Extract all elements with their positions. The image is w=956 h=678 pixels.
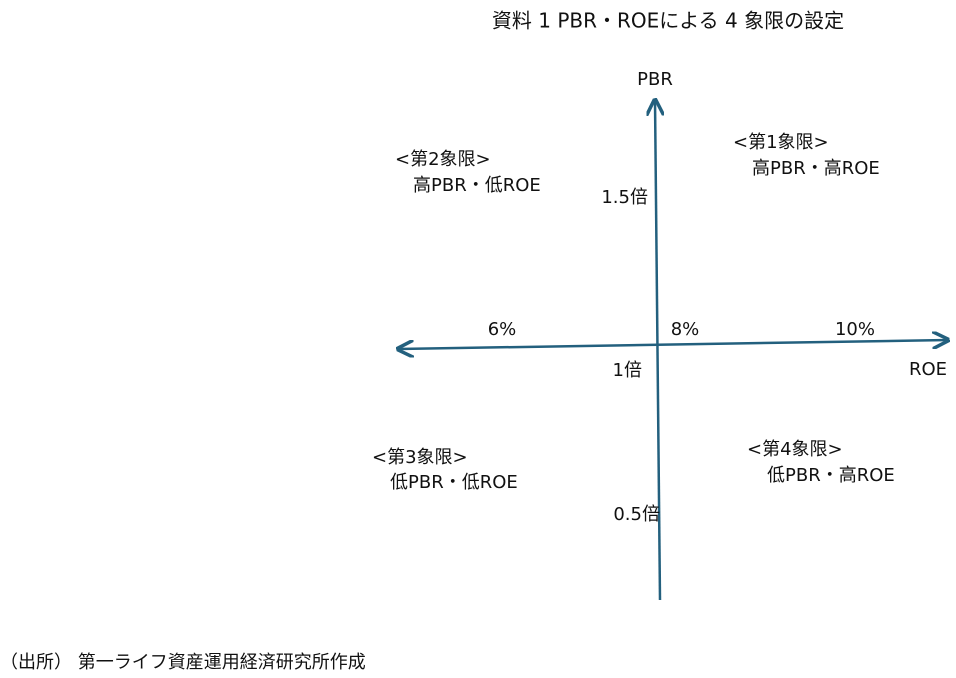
- quadrant-description: 低PBR・高ROE: [767, 465, 895, 486]
- y-tick-label: 1倍: [613, 360, 642, 381]
- quadrant-label: <第2象限>: [395, 149, 491, 170]
- y-axis-label: PBR: [637, 69, 673, 90]
- quadrant-label: <第3象限>: [372, 447, 468, 468]
- quadrant-description: 高PBR・高ROE: [752, 158, 880, 179]
- x-tick-label: 6%: [488, 319, 517, 340]
- title: 資料 1 PBR・ROEによる 4 象限の設定: [492, 9, 844, 33]
- y-tick-label: 1.5倍: [601, 187, 648, 208]
- y-axis: [655, 100, 660, 601]
- quadrant-description: 低PBR・低ROE: [390, 472, 518, 493]
- quadrant-label: <第4象限>: [747, 439, 843, 460]
- x-axis: [398, 340, 948, 349]
- source-note: （出所） 第一ライフ資産運用経済研究所作成: [0, 652, 366, 673]
- quadrant-description: 高PBR・低ROE: [413, 175, 541, 196]
- y-tick-label: 0.5倍: [613, 504, 660, 525]
- x-axis-label: ROE: [909, 359, 947, 380]
- quadrant-label: <第1象限>: [733, 132, 829, 153]
- x-tick-label: 10%: [835, 319, 875, 340]
- x-tick-label: 8%: [671, 319, 700, 340]
